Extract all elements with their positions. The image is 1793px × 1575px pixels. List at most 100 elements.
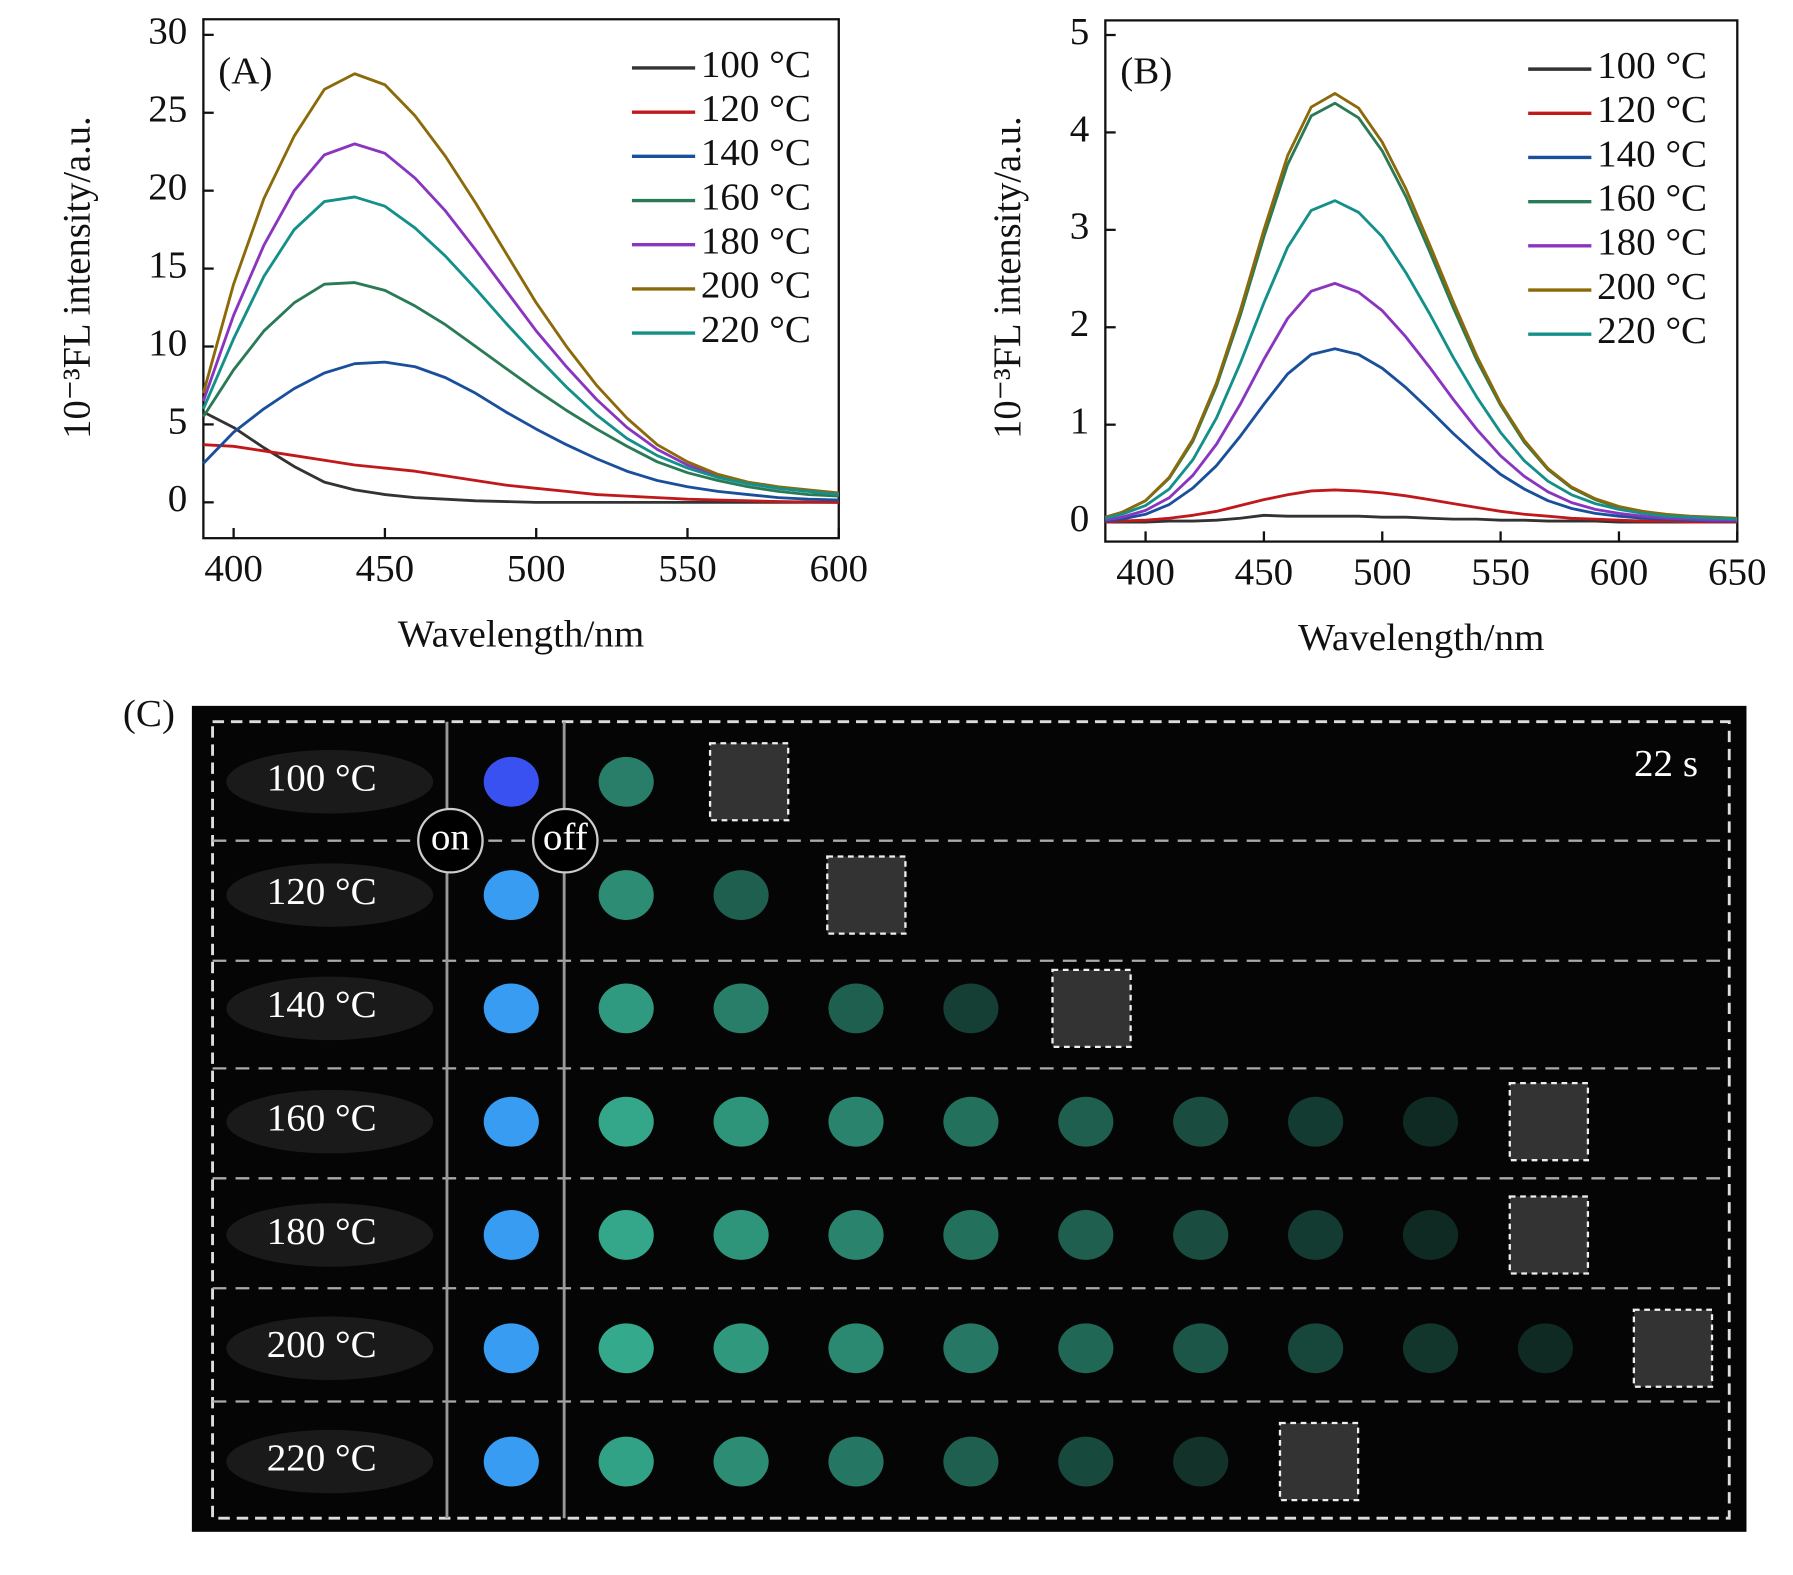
sample-glow [1402, 1323, 1459, 1374]
sample-glow [483, 1323, 539, 1374]
legend-label: 180 °C [701, 220, 811, 263]
x-tick-label: 550 [658, 547, 717, 590]
x-tick-label: 450 [1235, 551, 1294, 594]
sample-glow [1058, 1436, 1114, 1487]
sample-glow [1058, 1323, 1114, 1374]
series-line [1105, 488, 1738, 524]
label-backdrop [226, 1429, 434, 1494]
state-label: on [431, 816, 470, 859]
final-frame [708, 742, 790, 822]
series-line [1105, 347, 1738, 523]
legend-label: 200 °C [1597, 265, 1707, 308]
legend-label: 100 °C [1597, 44, 1707, 87]
series-line [202, 410, 839, 504]
y-axis-label: 10⁻³FL intensity/a.u. [55, 116, 98, 438]
sample-glow [713, 1436, 769, 1487]
sample-glow [713, 1323, 769, 1374]
x-tick-label: 550 [1471, 551, 1530, 594]
x-tick-label: 650 [1708, 551, 1767, 594]
final-frame [826, 855, 907, 935]
x-tick-label: 600 [809, 547, 868, 590]
sample-glow [598, 1436, 654, 1487]
plot-frame [202, 18, 840, 540]
sample-glow [483, 870, 539, 920]
series-line [1104, 199, 1738, 521]
sample-glow [713, 1210, 769, 1260]
panel-label: (C) [123, 692, 175, 735]
row-label: 140 °C [267, 983, 377, 1026]
state-badge [417, 807, 484, 874]
series-line [201, 72, 839, 495]
final-frame [1632, 1308, 1714, 1388]
time-label: 22 s [1634, 742, 1698, 785]
sample-glow [828, 1323, 884, 1374]
label-backdrop [226, 750, 434, 814]
final-frame [1508, 1082, 1590, 1162]
final-frame [1051, 968, 1132, 1049]
sample-glow [1288, 1096, 1344, 1147]
x-tick-label: 600 [1590, 551, 1649, 594]
legend-label: 220 °C [701, 308, 811, 351]
x-tick-label: 400 [204, 547, 263, 590]
sample-glow [943, 1436, 999, 1487]
sample-glow [828, 983, 884, 1034]
sample-glow [828, 1096, 884, 1147]
y-tick-label: 0 [1070, 497, 1090, 540]
sample-glow [1058, 1210, 1114, 1260]
sample-glow [483, 983, 539, 1034]
row-label: 180 °C [267, 1210, 377, 1253]
y-tick-label: 25 [148, 88, 187, 131]
final-frame [1508, 1195, 1590, 1275]
sample-glow [1173, 1323, 1229, 1374]
sample-glow [1402, 1096, 1459, 1147]
y-tick-label: 15 [148, 244, 187, 287]
series-line [1105, 281, 1738, 522]
final-frame [1278, 1421, 1360, 1502]
legend-label: 200 °C [701, 264, 811, 307]
series-line [202, 195, 839, 496]
legend-label: 160 °C [1597, 177, 1707, 220]
series-line [1104, 92, 1738, 520]
legend-label: 120 °C [701, 87, 811, 130]
y-tick-label: 3 [1070, 205, 1090, 248]
y-tick-label: 5 [1070, 10, 1090, 53]
sample-glow [598, 1096, 654, 1147]
series-line [1105, 513, 1738, 524]
x-axis-label: Wavelength/nm [1298, 616, 1544, 659]
y-tick-label: 1 [1070, 400, 1090, 443]
sample-glow [828, 1210, 884, 1260]
label-backdrop [226, 1203, 434, 1267]
series-line [202, 360, 839, 502]
legend-label: 160 °C [701, 176, 811, 219]
sample-glow [1173, 1436, 1229, 1487]
sample-glow [598, 1323, 654, 1374]
sample-glow [598, 1210, 654, 1260]
x-tick-label: 400 [1116, 551, 1175, 594]
sample-glow [483, 1436, 539, 1487]
legend-label: 220 °C [1597, 309, 1707, 352]
legend-label: 100 °C [701, 43, 811, 86]
y-tick-label: 4 [1070, 108, 1090, 151]
y-axis-label: 10⁻³FL intensity/a.u. [986, 116, 1029, 438]
sample-glow [1288, 1210, 1344, 1260]
label-backdrop [226, 976, 434, 1041]
y-tick-label: 0 [168, 477, 188, 520]
x-tick-label: 500 [507, 547, 566, 590]
sample-glow [598, 870, 654, 920]
sample-glow [1058, 1096, 1114, 1147]
series-line [203, 443, 839, 504]
row-label: 120 °C [267, 870, 377, 913]
plot-frame [1104, 19, 1739, 543]
sample-glow [943, 1210, 999, 1260]
state-badge [531, 807, 599, 874]
legend-label: 120 °C [1597, 88, 1707, 131]
legend-label: 180 °C [1597, 221, 1707, 264]
photo-border [211, 720, 1731, 1520]
legend-label: 140 °C [701, 131, 811, 174]
row-label: 160 °C [267, 1097, 377, 1140]
state-label: off [543, 816, 588, 859]
y-tick-label: 2 [1070, 302, 1090, 345]
row-label: 220 °C [267, 1437, 377, 1480]
